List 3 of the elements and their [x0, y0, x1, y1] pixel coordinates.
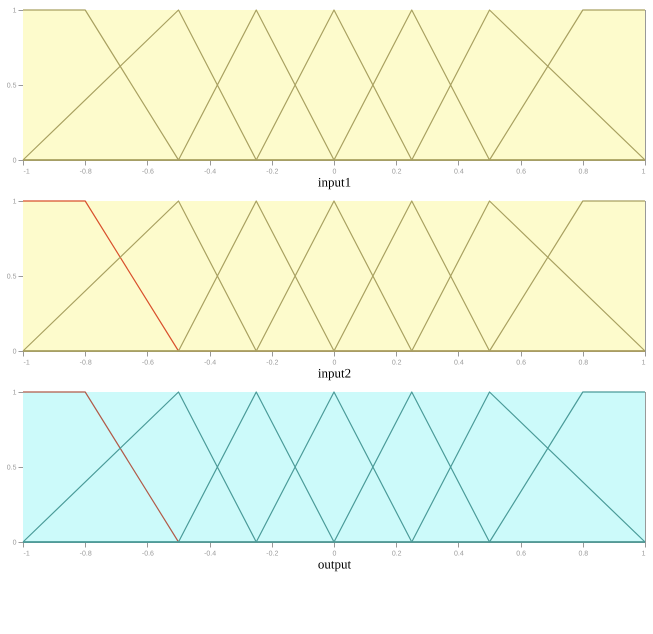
x-axis-title: output	[318, 556, 352, 572]
x-axis-title: input2	[318, 366, 352, 380]
x-axis-title: input1	[318, 174, 352, 190]
